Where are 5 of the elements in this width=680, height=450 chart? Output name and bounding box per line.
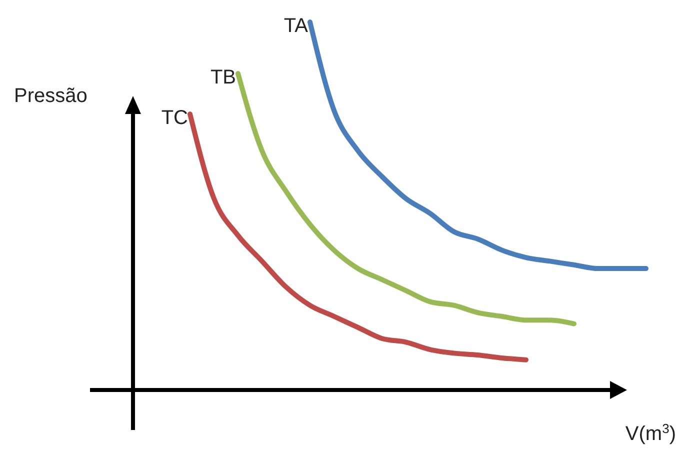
series-label: TA <box>284 15 309 37</box>
series-label: TB <box>210 66 236 89</box>
y-axis-title: Pressão <box>14 85 88 107</box>
series-label: TC <box>161 107 188 129</box>
x-axis-title: V(m$^{3}$) <box>625 420 676 445</box>
